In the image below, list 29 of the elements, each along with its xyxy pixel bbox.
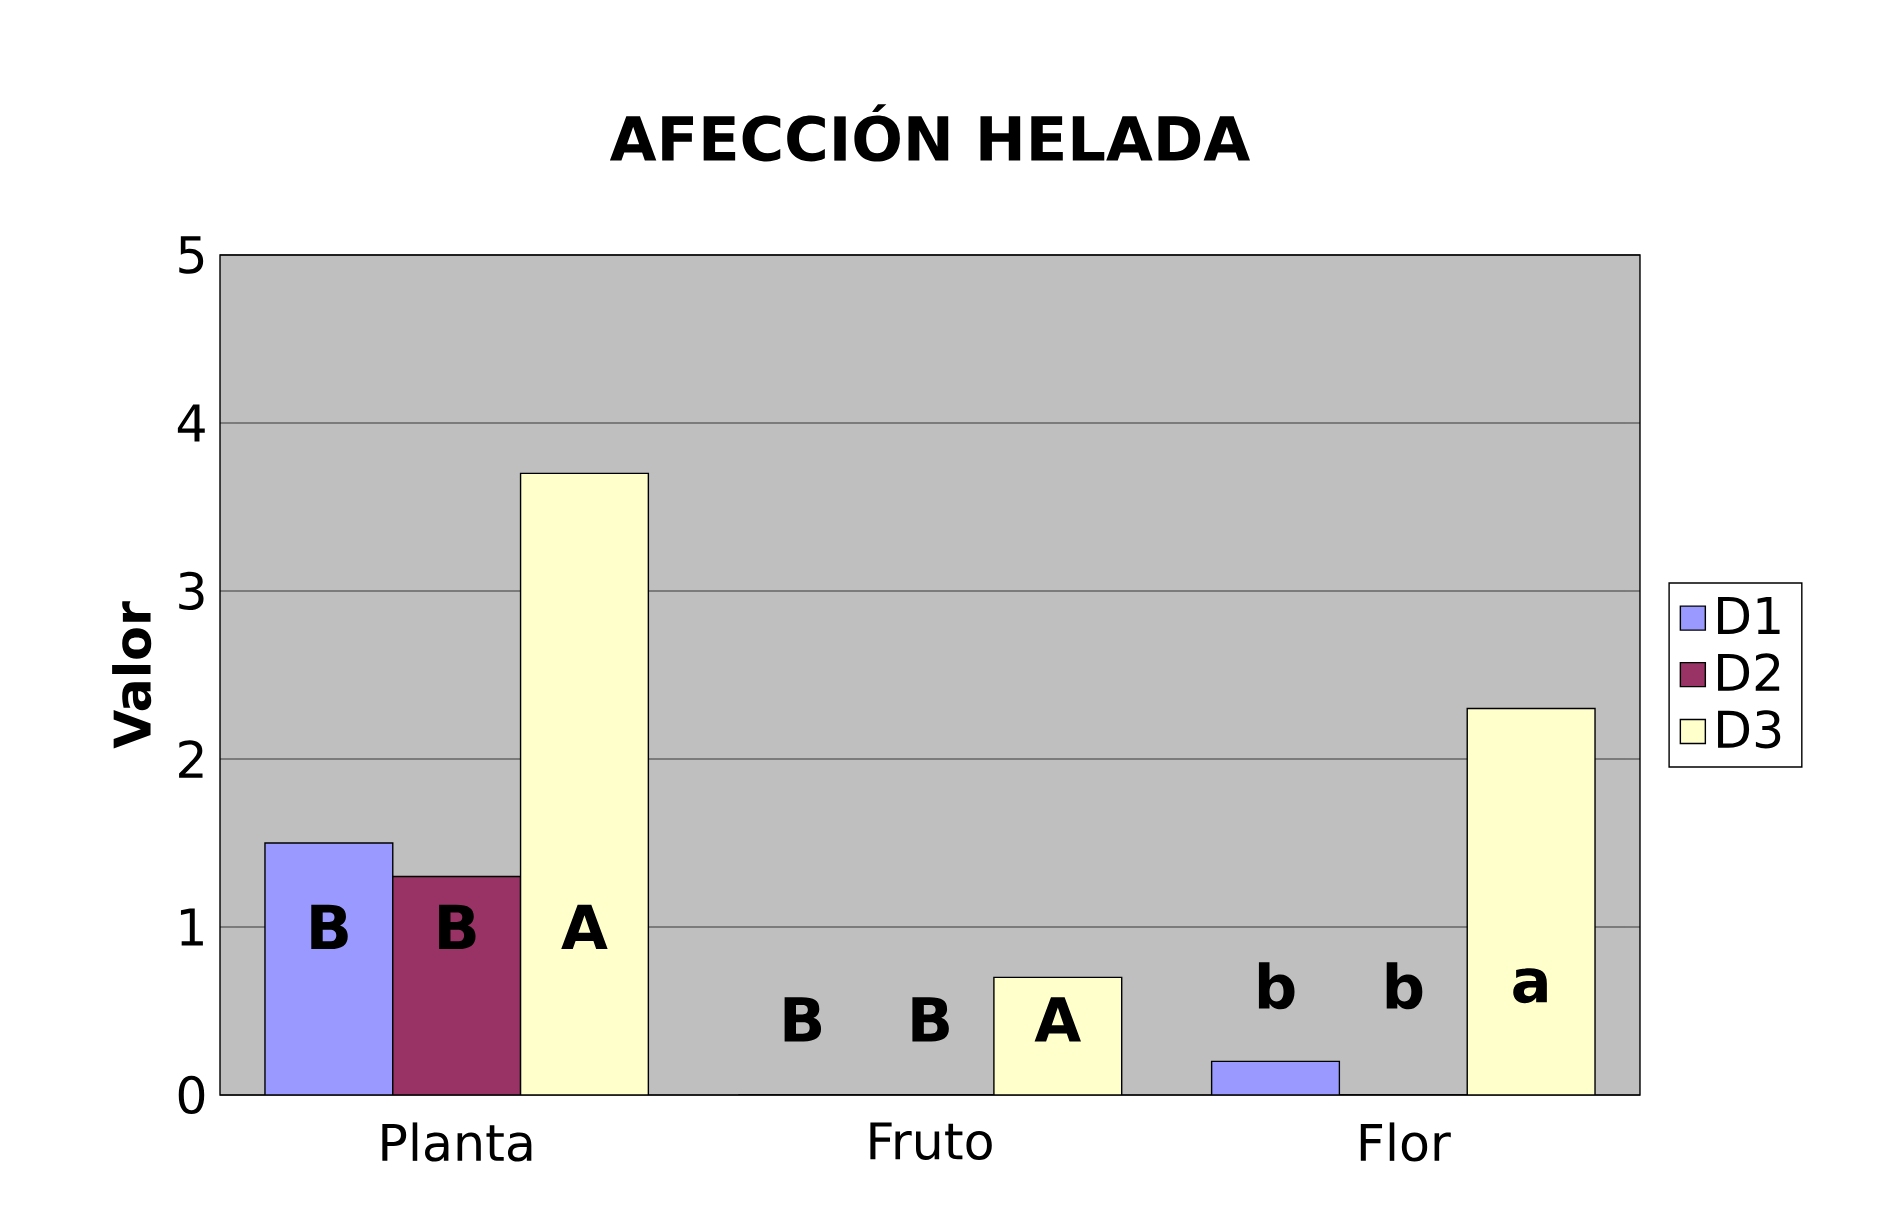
- y-tick-label: 1: [180, 908, 203, 946]
- annotation: B: [439, 904, 476, 950]
- annotation: b: [1258, 962, 1295, 1010]
- bar: [264, 842, 393, 1095]
- y-tick-label: 3: [179, 571, 204, 611]
- legend-label: D3: [1718, 710, 1781, 749]
- annotation: a: [1513, 968, 1547, 1004]
- bar: [1466, 707, 1596, 1095]
- bar: [1210, 1060, 1341, 1095]
- y-axis-title: Valor: [112, 601, 152, 749]
- annotation: A: [1034, 997, 1081, 1042]
- bar: [392, 876, 521, 1095]
- annotation: B: [912, 997, 949, 1042]
- annotation: B: [784, 997, 822, 1042]
- chart-title: AFECCIÓN HELADA: [609, 104, 1251, 162]
- x-tick-label: Fruto: [870, 1122, 992, 1161]
- x-tick-label: Flor: [1360, 1122, 1451, 1162]
- legend-label: D1: [1718, 597, 1780, 634]
- bar: [520, 473, 649, 1095]
- annotation: b: [1386, 962, 1423, 1010]
- bar: [993, 977, 1122, 1095]
- annotation: B: [311, 904, 348, 950]
- y-tick-label: 5: [179, 236, 204, 274]
- y-tick-label: 0: [178, 1075, 205, 1115]
- y-tick-label: 4: [177, 404, 205, 442]
- y-tick-label: 2: [179, 740, 203, 778]
- x-tick-label: Planta: [382, 1122, 532, 1162]
- annotation: A: [561, 904, 608, 950]
- legend-label: D2: [1718, 653, 1780, 691]
